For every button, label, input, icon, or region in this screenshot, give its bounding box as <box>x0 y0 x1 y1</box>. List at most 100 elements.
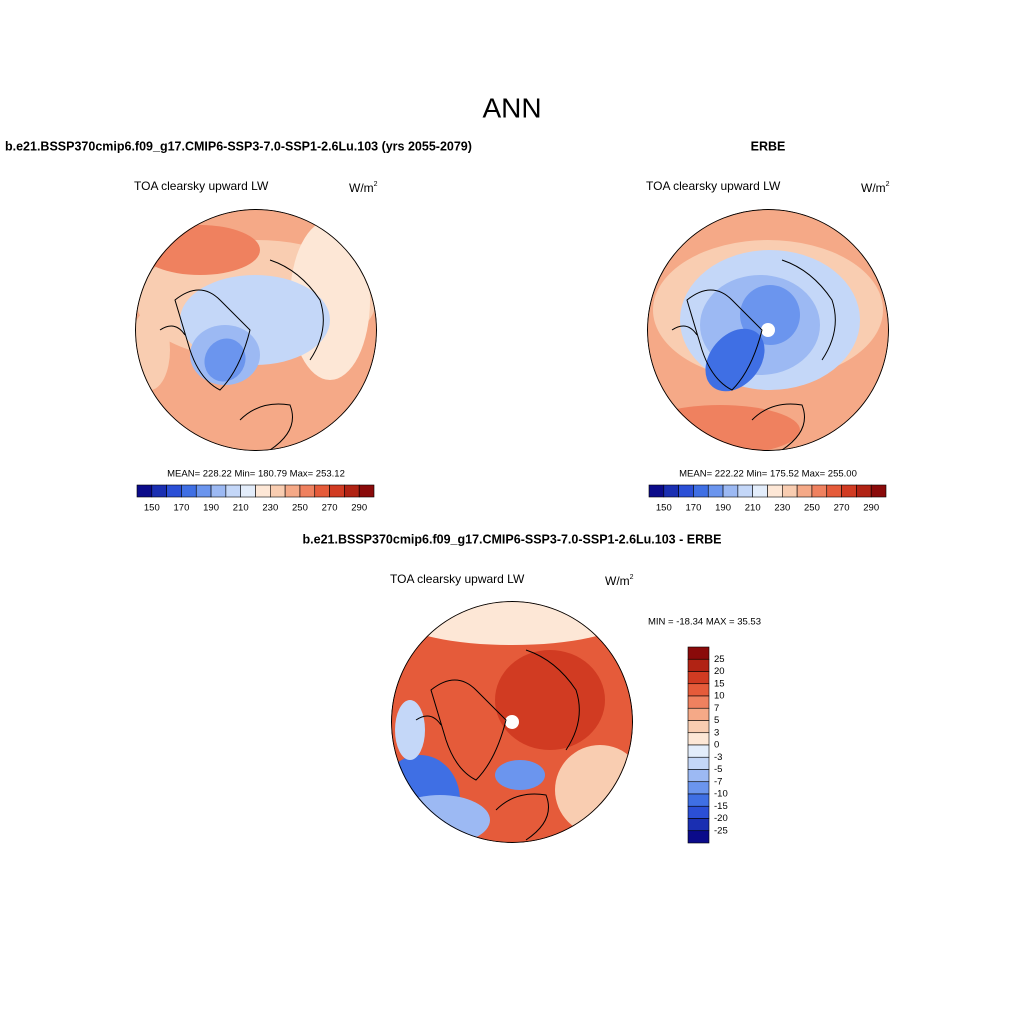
colorbar-box <box>687 769 710 783</box>
units: W/m <box>605 574 630 588</box>
colorbar-label: -15 <box>714 801 728 812</box>
panel-heading: b.e21.BSSP370cmip6.f09_g17.CMIP6-SSP3-7.… <box>303 532 722 546</box>
colorbar-box <box>870 484 887 498</box>
colorbar-box <box>687 658 710 672</box>
colorbar-box <box>767 484 783 498</box>
colorbar-box <box>329 484 345 498</box>
colorbar-label: 0 <box>714 740 719 751</box>
colorbar-label: 20 <box>714 666 725 677</box>
polar-map <box>135 209 377 451</box>
colorbar-label: 290 <box>351 503 367 514</box>
colorbar-box <box>225 484 241 498</box>
panel-heading: ERBE <box>751 139 786 153</box>
colorbar-label: 170 <box>686 503 702 514</box>
stats-label: MIN = -18.34 MAX = 35.53 <box>648 617 761 628</box>
colorbar-label: 10 <box>714 691 725 702</box>
colorbar-box <box>181 484 197 498</box>
colorbar-box <box>136 484 153 498</box>
units-exponent: 2 <box>886 181 890 188</box>
variable-label: TOA clearsky upward LW <box>390 572 525 586</box>
colorbar-box <box>687 793 710 807</box>
colorbar-label: 7 <box>714 703 719 714</box>
colorbar-box <box>255 484 271 498</box>
colorbar-box <box>663 484 679 498</box>
colorbar: 150 170 190 210 230 250 270 290 <box>136 484 375 514</box>
colorbar-box <box>687 671 710 685</box>
colorbar-box <box>722 484 739 498</box>
colorbar-box <box>737 484 753 498</box>
panel-heading: b.e21.BSSP370cmip6.f09_g17.CMIP6-SSP3-7.… <box>5 139 472 153</box>
colorbar-label: 15 <box>714 678 725 689</box>
colorbar-box <box>796 484 813 498</box>
colorbar-label: 3 <box>714 727 719 738</box>
units-exponent: 2 <box>630 574 634 581</box>
colorbar-label: 250 <box>292 503 308 514</box>
colorbar-label: -7 <box>714 776 722 787</box>
colorbar-box <box>166 484 182 498</box>
colorbar-box <box>299 484 316 498</box>
colorbar-label: 270 <box>834 503 850 514</box>
variable-label: TOA clearsky upward LW <box>134 179 269 193</box>
colorbar-box <box>707 484 724 498</box>
colorbar-box <box>811 484 828 498</box>
units-exponent: 2 <box>374 181 378 188</box>
units: W/m <box>349 181 374 195</box>
units-label: W/m2 <box>349 181 378 195</box>
colorbar-box <box>678 484 694 498</box>
colorbar-label: 230 <box>774 503 790 514</box>
colorbar-label: 250 <box>804 503 820 514</box>
colorbar-box <box>687 720 710 734</box>
units-label: W/m2 <box>605 574 634 588</box>
colorbar-label: -5 <box>714 764 722 775</box>
variable-label: TOA clearsky upward LW <box>646 179 781 193</box>
colorbar-label: 150 <box>144 503 160 514</box>
colorbar-label: -25 <box>714 825 728 836</box>
colorbar-box <box>687 818 710 832</box>
colorbar-box <box>841 484 857 498</box>
colorbar-label: 150 <box>656 503 672 514</box>
colorbar-box <box>782 484 798 498</box>
colorbar-box <box>687 805 710 819</box>
colorbar: 150 170 190 210 230 250 270 290 <box>648 484 887 514</box>
colorbar-label: -10 <box>714 789 728 800</box>
colorbar-box <box>752 484 768 498</box>
colorbar-label: 270 <box>322 503 338 514</box>
colorbar-box <box>284 484 301 498</box>
colorbar-box <box>270 484 286 498</box>
colorbar-box <box>856 484 872 498</box>
figure-title: ANN <box>482 92 541 123</box>
stats-label: MEAN= 228.22 Min= 180.79 Max= 253.12 <box>167 469 345 480</box>
polar-map <box>391 601 633 843</box>
colorbar-label: 230 <box>262 503 278 514</box>
colorbar-label: 25 <box>714 654 725 665</box>
colorbar-box <box>240 484 256 498</box>
colorbar-box <box>687 756 710 770</box>
colorbar-box <box>687 695 710 709</box>
colorbar-box <box>693 484 709 498</box>
colorbar-box <box>687 646 710 660</box>
stats-label: MEAN= 222.22 Min= 175.52 Max= 255.00 <box>679 469 857 480</box>
colorbar-label: -20 <box>714 813 728 824</box>
colorbar-box <box>151 484 167 498</box>
colorbar-box <box>195 484 212 498</box>
colorbar-label: 210 <box>745 503 761 514</box>
colorbar-box <box>687 744 710 758</box>
colorbar-box <box>344 484 360 498</box>
units: W/m <box>861 181 886 195</box>
colorbar-label: -3 <box>714 752 722 763</box>
colorbar-label: 210 <box>233 503 249 514</box>
colorbar-label: 290 <box>863 503 879 514</box>
colorbar-label: 190 <box>715 503 731 514</box>
polar-map <box>647 209 889 451</box>
colorbar-box <box>648 484 665 498</box>
colorbar-box <box>314 484 330 498</box>
colorbar-label: 190 <box>203 503 219 514</box>
colorbar-box <box>687 683 710 697</box>
colorbar-box <box>210 484 227 498</box>
colorbar-box <box>687 781 710 795</box>
colorbar-label: 170 <box>174 503 190 514</box>
colorbar-box <box>826 484 842 498</box>
units-label: W/m2 <box>861 181 890 195</box>
